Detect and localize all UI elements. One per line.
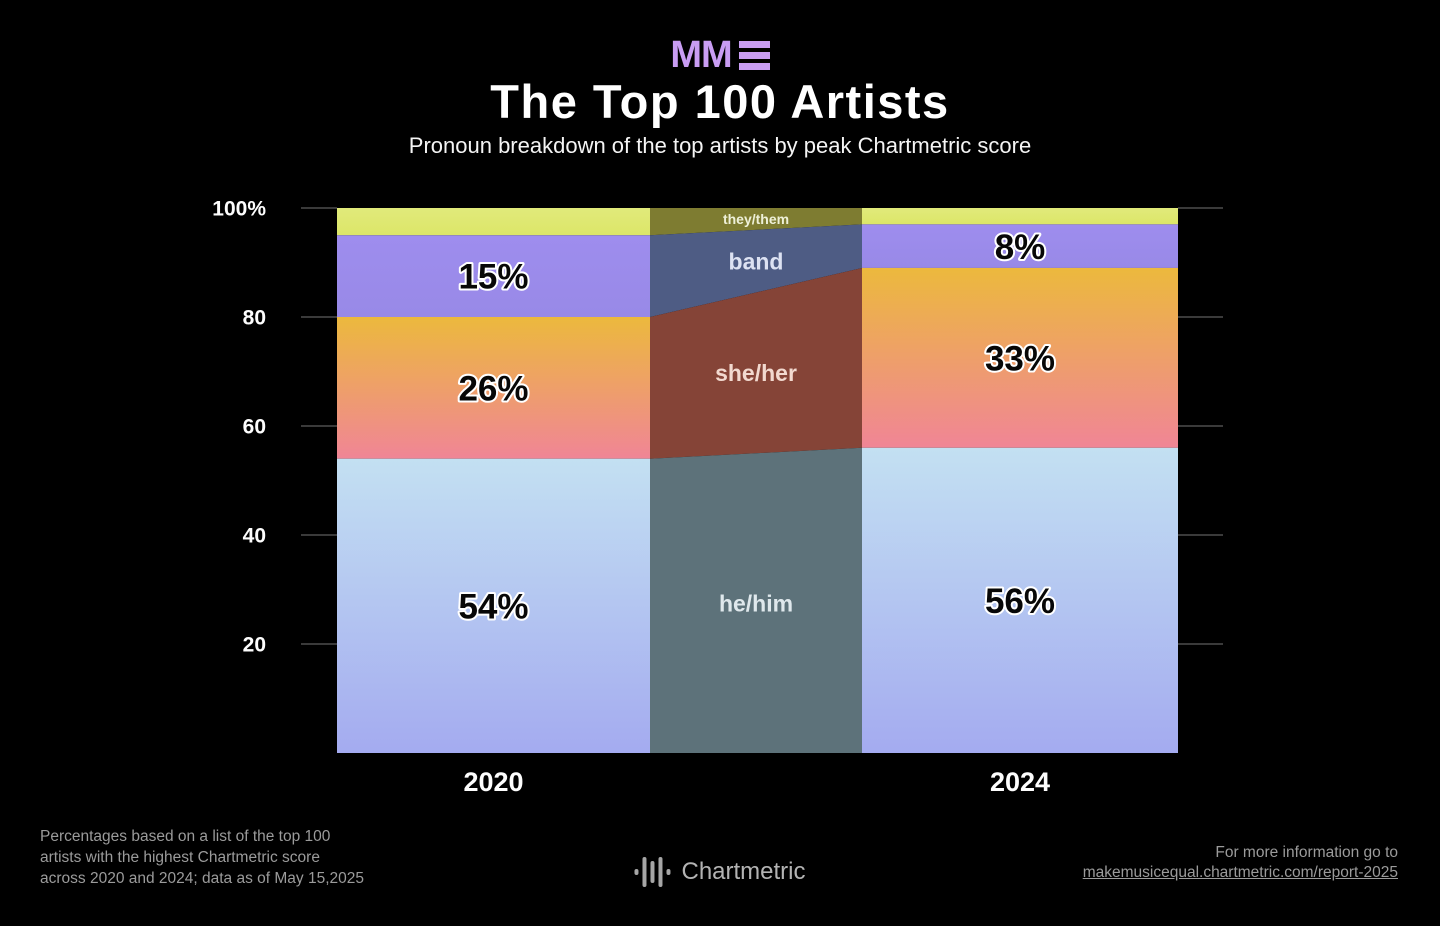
value-label-2020-band: 15%: [458, 258, 528, 297]
value-label-2024-she/her: 33%: [985, 339, 1055, 378]
bar-segment-2024-they/them: [862, 208, 1178, 225]
footnote: Percentages based on a list of the top 1…: [40, 826, 364, 889]
x-axis-label-2024: 2024: [990, 767, 1050, 797]
flow-he/him: [650, 447, 862, 753]
brand-name: Chartmetric: [681, 858, 806, 885]
value-label-2020-she/her: 26%: [458, 369, 528, 408]
bar-segment-2024-he/him: [862, 447, 1178, 753]
value-label-2020-he/him: 54%: [458, 587, 528, 626]
flow-they/them: [650, 208, 862, 236]
footnote-line: across 2020 and 2024; data as of May 15,…: [40, 870, 365, 887]
mme-logo: MM: [0, 36, 1440, 74]
page-title: The Top 100 Artists: [490, 75, 950, 128]
y-axis-tick-label: 20: [243, 633, 266, 656]
bar-segment-2020-they/them: [337, 208, 650, 236]
bar-segment-2020-she/her: [337, 317, 650, 459]
chartmetric-brand: Chartmetric: [634, 857, 806, 887]
page-subtitle: Pronoun breakdown of the top artists by …: [408, 133, 1032, 158]
bar-segment-2020-he/him: [337, 458, 650, 753]
y-axis-tick-label: 40: [243, 524, 266, 547]
flow-band: [650, 224, 862, 317]
y-axis-tick-label: 80: [243, 306, 266, 329]
triple-bar-icon: [738, 40, 770, 70]
report-link[interactable]: makemusicequal.chartmetric.com/report-20…: [1082, 864, 1398, 881]
logo-text: MM: [670, 34, 732, 76]
more-info: For more information go to makemusicequa…: [1083, 843, 1398, 883]
flow-she/her: [650, 267, 862, 459]
footnote-line: Percentages based on a list of the top 1…: [40, 828, 331, 845]
x-axis-label-2020: 2020: [463, 767, 523, 797]
bar-segment-2020-band: [337, 235, 650, 317]
value-label-2024-he/him: 56%: [985, 582, 1055, 621]
footnote-line: artists with the highest Chartmetric sco…: [40, 849, 320, 866]
y-axis-tick-label: 100%: [212, 197, 266, 220]
flow-label-she/her: she/her: [715, 360, 797, 386]
value-label-2024-band: 8%: [995, 228, 1046, 267]
y-axis-tick-label: 60: [243, 415, 266, 438]
waveform-icon: [634, 857, 671, 887]
bar-segment-2024-band: [862, 224, 1178, 268]
bar-segment-2024-she/her: [862, 267, 1178, 448]
info-text: For more information go to: [1215, 844, 1398, 861]
flow-label-they/them: they/them: [723, 211, 789, 227]
flow-label-band: band: [729, 248, 784, 274]
flow-label-he/him: he/him: [719, 590, 793, 616]
